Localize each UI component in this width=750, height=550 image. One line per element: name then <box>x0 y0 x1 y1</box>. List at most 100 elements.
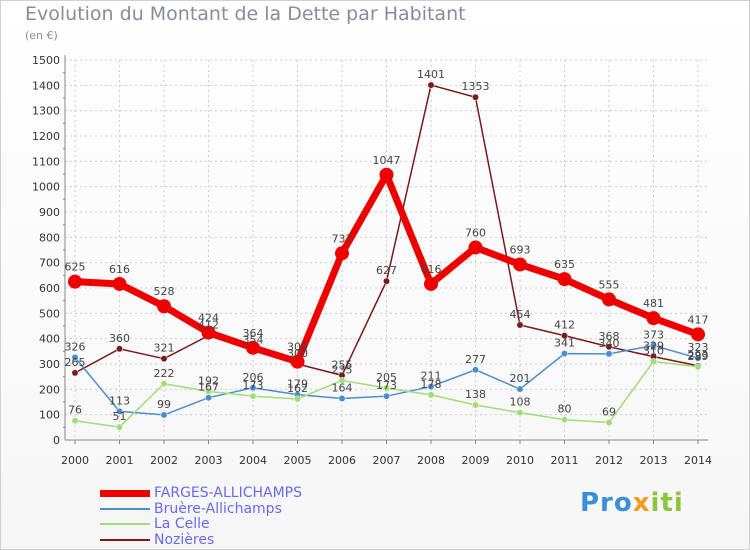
data-label-0: 481 <box>643 297 664 310</box>
data-label-2: 162 <box>287 382 308 395</box>
data-label-3: 412 <box>198 319 219 332</box>
x-tick-label: 2006 <box>328 454 356 467</box>
data-point-0 <box>157 299 171 314</box>
data-label-0: 625 <box>65 261 86 274</box>
data-point-3 <box>116 345 123 353</box>
data-point-2 <box>427 391 435 399</box>
data-point-1 <box>160 411 168 419</box>
legend-swatch <box>100 507 150 510</box>
data-label-0: 417 <box>688 313 709 326</box>
y-tick-label: 1200 <box>32 130 60 143</box>
y-tick-label: 200 <box>39 383 60 396</box>
data-point-0 <box>112 276 127 291</box>
x-tick-label: 2001 <box>106 454 134 467</box>
data-label-1: 179 <box>287 378 308 391</box>
y-tick-label: 100 <box>39 409 60 422</box>
data-label-0: 693 <box>510 243 531 256</box>
data-point-2 <box>338 377 346 384</box>
data-label-0: 1047 <box>373 154 401 167</box>
data-label-3: 368 <box>599 330 620 343</box>
data-point-1 <box>338 395 346 402</box>
data-point-1 <box>605 350 613 358</box>
data-label-2: 80 <box>558 403 572 416</box>
y-tick-label: 0 <box>53 434 60 447</box>
data-label-1: 99 <box>157 398 171 411</box>
data-label-3: 627 <box>376 264 397 277</box>
x-tick-label: 2004 <box>239 454 267 467</box>
data-label-0: 616 <box>421 263 442 276</box>
x-tick-label: 2005 <box>284 454 312 467</box>
data-label-2: 205 <box>376 371 397 384</box>
legend-label: FARGES-ALLICHAMPS <box>154 485 302 501</box>
data-point-0 <box>246 340 260 355</box>
data-point-1 <box>650 342 657 349</box>
data-label-0: 555 <box>599 278 620 291</box>
data-point-3 <box>427 81 435 89</box>
y-tick-label: 800 <box>39 231 60 244</box>
data-point-3 <box>383 277 390 285</box>
x-tick-label: 2002 <box>150 454 178 467</box>
x-tick-label: 2014 <box>684 454 712 467</box>
data-point-0 <box>290 354 305 369</box>
legend-swatch <box>100 489 150 497</box>
data-label-0: 364 <box>243 327 264 340</box>
data-label-2: 138 <box>465 388 486 401</box>
data-point-0 <box>424 276 438 291</box>
data-point-2 <box>516 409 524 417</box>
y-tick-label: 300 <box>39 358 60 371</box>
data-label-1: 323 <box>688 341 709 354</box>
x-tick-label: 2011 <box>551 454 579 467</box>
data-point-2 <box>205 387 212 395</box>
data-point-0 <box>513 257 527 272</box>
data-point-2 <box>116 423 123 431</box>
data-point-0 <box>468 240 483 255</box>
y-tick-label: 400 <box>39 333 60 346</box>
data-point-1 <box>472 366 479 374</box>
x-tick-label: 2008 <box>417 454 445 467</box>
data-label-3: 354 <box>243 333 264 346</box>
data-point-2 <box>694 363 702 371</box>
data-point-1 <box>249 384 257 392</box>
data-label-0: 737 <box>332 232 353 245</box>
data-label-2: 51 <box>113 410 127 423</box>
data-point-1 <box>427 383 435 390</box>
y-tick-label: 700 <box>39 257 60 270</box>
data-point-0 <box>201 325 216 340</box>
y-tick-label: 1500 <box>32 54 60 67</box>
legend-label: La Celle <box>154 516 210 532</box>
data-point-2 <box>650 358 657 365</box>
y-tick-label: 1000 <box>32 181 60 194</box>
data-point-2 <box>472 401 479 409</box>
data-point-1 <box>205 394 212 402</box>
data-label-3: 293 <box>688 349 709 362</box>
data-label-1: 164 <box>332 381 353 394</box>
x-tick-label: 2003 <box>195 454 223 467</box>
data-point-0 <box>68 274 82 289</box>
data-label-3: 1401 <box>417 68 445 81</box>
data-label-0: 424 <box>198 312 219 325</box>
data-label-3: 1353 <box>462 80 490 93</box>
data-label-3: 454 <box>510 308 531 321</box>
data-label-1: 373 <box>643 329 664 342</box>
data-point-1 <box>116 407 123 415</box>
legend-label: Nozières <box>154 531 215 548</box>
unit-label: (en €) <box>25 29 58 42</box>
data-label-2: 192 <box>198 374 219 387</box>
y-tick-label: 1300 <box>32 105 60 118</box>
data-label-1: 113 <box>109 394 130 407</box>
y-tick-label: 500 <box>39 307 60 320</box>
data-point-1 <box>694 354 702 362</box>
data-label-3: 412 <box>554 319 575 332</box>
data-label-0: 760 <box>465 226 486 239</box>
data-point-3 <box>561 332 568 340</box>
logo-part-2: x <box>632 488 651 518</box>
data-label-2: 69 <box>602 406 616 419</box>
data-label-0: 528 <box>154 285 175 298</box>
x-tick-label: 2009 <box>462 454 490 467</box>
x-tick-label: 2007 <box>373 454 401 467</box>
data-point-2 <box>605 419 613 426</box>
data-point-3 <box>605 343 613 351</box>
data-label-0: 309 <box>287 341 308 354</box>
